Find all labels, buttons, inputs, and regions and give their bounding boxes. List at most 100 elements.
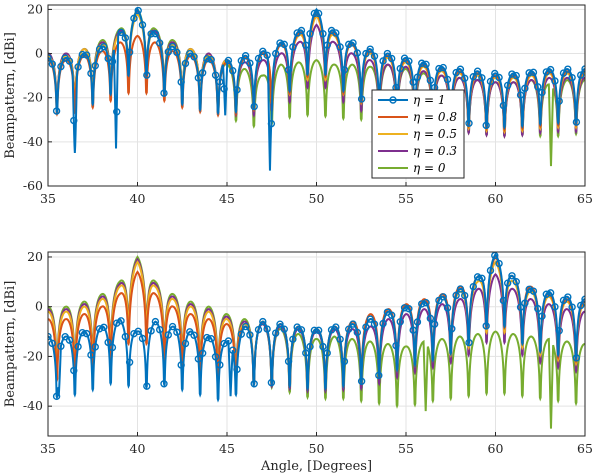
data-marker (366, 45, 374, 53)
data-marker (379, 57, 387, 65)
data-marker (100, 323, 108, 331)
data-marker (486, 77, 495, 86)
data-marker (250, 102, 258, 111)
data-marker (512, 278, 520, 286)
data-marker (443, 304, 452, 312)
x-axis-label: Angle, [Degrees] (260, 459, 372, 474)
data-marker (143, 71, 151, 79)
data-marker (503, 279, 512, 287)
data-marker (387, 54, 396, 63)
data-marker (538, 312, 546, 320)
data-marker (271, 329, 280, 337)
data-marker (57, 62, 65, 71)
data-marker (405, 57, 413, 65)
data-marker (572, 118, 581, 126)
data-marker (353, 49, 362, 57)
data-marker (74, 63, 82, 71)
y-tick-label: 0 (35, 46, 43, 61)
data-marker (82, 329, 91, 338)
data-marker (82, 51, 91, 59)
data-marker (379, 319, 387, 328)
data-marker (155, 325, 164, 334)
data-marker (310, 326, 319, 335)
data-marker (559, 69, 568, 77)
data-marker (392, 341, 400, 350)
data-marker (143, 382, 151, 390)
data-marker (319, 342, 327, 351)
data-marker (534, 83, 542, 91)
data-marker (297, 326, 306, 334)
data-marker (461, 291, 469, 300)
data-marker (190, 331, 198, 339)
data-marker (439, 293, 447, 301)
data-marker (173, 48, 181, 57)
data-marker (108, 57, 117, 66)
x-tick-label: 60 (488, 191, 504, 206)
y-tick-label: 20 (27, 1, 43, 16)
data-marker (254, 54, 263, 63)
data-marker (499, 296, 508, 305)
data-marker (357, 377, 366, 386)
data-marker (289, 335, 297, 343)
data-marker (564, 293, 572, 301)
data-marker (491, 252, 499, 260)
data-marker (413, 73, 422, 81)
y-axis-label: Beampattern, [dBi] (3, 32, 18, 159)
data-marker (349, 320, 357, 328)
x-tick-label: 45 (219, 441, 235, 456)
data-marker (366, 315, 374, 323)
data-marker (396, 64, 404, 73)
data-marker (418, 300, 426, 308)
data-marker (581, 65, 585, 73)
data-marker (396, 318, 404, 326)
data-marker (340, 66, 349, 74)
data-marker (465, 119, 473, 127)
data-marker (259, 317, 267, 326)
data-marker (216, 78, 224, 86)
data-marker (271, 49, 280, 58)
data-marker (52, 107, 61, 115)
data-marker (104, 338, 112, 347)
data-marker (525, 285, 533, 294)
data-marker (353, 328, 362, 337)
data-marker (478, 74, 486, 82)
data-marker (284, 357, 293, 366)
data-marker (418, 59, 426, 67)
data-marker (465, 338, 473, 347)
series-line (48, 7, 585, 171)
data-marker (319, 30, 327, 38)
data-marker (314, 9, 323, 18)
data-marker (482, 322, 490, 330)
data-marker (211, 353, 220, 361)
data-marker (516, 91, 525, 99)
data-marker (194, 74, 203, 82)
data-marker (57, 342, 65, 350)
data-marker (130, 14, 138, 23)
data-marker (263, 325, 271, 333)
data-marker (572, 354, 581, 362)
data-marker (108, 343, 117, 352)
data-marker (495, 73, 503, 82)
data-marker (568, 303, 576, 311)
data-marker (100, 43, 108, 51)
data-marker (233, 86, 241, 94)
data-marker (473, 273, 482, 281)
y-tick-label: -60 (23, 178, 43, 193)
data-marker (280, 325, 288, 333)
data-marker (546, 65, 555, 74)
data-marker (70, 116, 78, 125)
data-marker (224, 56, 233, 65)
data-marker (448, 325, 456, 333)
data-marker (151, 29, 160, 38)
data-marker (456, 285, 465, 293)
data-marker (400, 304, 409, 312)
data-marker (473, 67, 482, 75)
data-marker (503, 81, 512, 90)
data-marker (306, 30, 314, 38)
y-tick-label: 20 (27, 249, 43, 264)
data-marker (91, 343, 99, 351)
data-marker (564, 65, 572, 73)
data-marker (534, 304, 542, 313)
data-marker (375, 371, 383, 380)
